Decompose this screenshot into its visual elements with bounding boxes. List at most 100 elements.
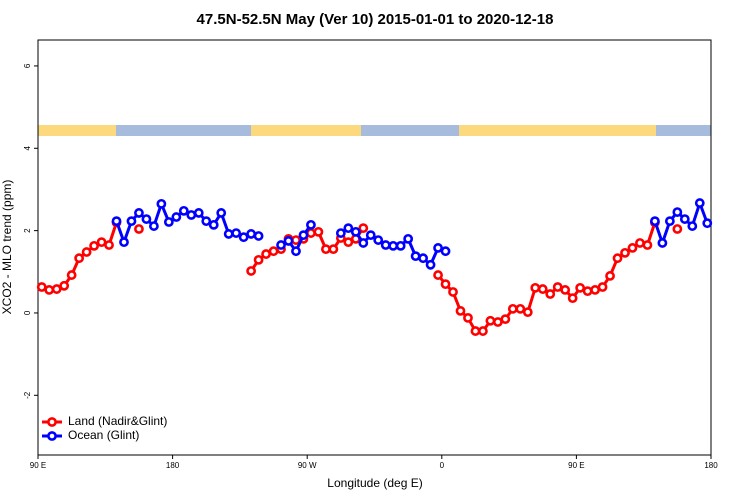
data-point xyxy=(111,216,122,227)
y-tick-label: -2 xyxy=(23,391,32,399)
x-tick-label: 90 E xyxy=(568,461,584,470)
data-point xyxy=(283,236,294,246)
data-point xyxy=(522,307,533,318)
y-tick-label: 6 xyxy=(23,63,32,68)
data-point xyxy=(463,313,473,323)
data-point xyxy=(694,198,705,208)
data-point xyxy=(201,216,212,227)
data-point xyxy=(306,219,316,230)
data-point xyxy=(291,246,301,257)
data-point xyxy=(492,317,503,327)
surface-mask-band xyxy=(38,125,711,136)
data-point xyxy=(575,282,586,293)
data-point xyxy=(440,246,451,257)
chart-title: 47.5N-52.5N May (Ver 10) 2015-01-01 to 2… xyxy=(197,11,554,28)
data-point xyxy=(119,237,129,248)
data-point xyxy=(238,232,249,243)
data-point xyxy=(89,240,99,251)
x-tick-label: 90 W xyxy=(298,461,317,470)
data-point xyxy=(104,240,114,250)
data-point xyxy=(635,238,645,248)
data-point xyxy=(440,279,451,290)
data-point xyxy=(702,218,713,229)
data-point xyxy=(171,212,182,222)
data-point xyxy=(276,240,286,250)
legend-label: Ocean (Glint) xyxy=(68,428,139,442)
data-point xyxy=(373,235,384,245)
data-point xyxy=(605,271,615,281)
x-tick-label: 0 xyxy=(440,461,445,470)
data-point xyxy=(582,286,593,297)
data-point xyxy=(507,303,518,314)
data-point xyxy=(433,270,443,280)
x-tick-label: 90 E xyxy=(30,461,46,470)
data-point xyxy=(425,259,436,270)
data-point xyxy=(51,284,62,294)
data-point xyxy=(687,221,698,231)
data-point xyxy=(627,243,638,253)
data-point xyxy=(156,198,167,209)
data-point xyxy=(478,326,488,336)
data-point xyxy=(81,247,92,257)
data-point xyxy=(433,243,443,253)
data-point xyxy=(320,244,331,255)
x-axis-label: Longitude (deg E) xyxy=(327,476,422,490)
data-point xyxy=(365,230,376,241)
data-point xyxy=(358,223,369,234)
data-point xyxy=(358,238,369,248)
data-point xyxy=(216,208,227,218)
data-point xyxy=(253,231,264,241)
data-point xyxy=(343,223,354,234)
data-point xyxy=(350,226,361,237)
data-point xyxy=(560,285,571,295)
data-point xyxy=(515,303,526,314)
y-tick-label: 2 xyxy=(23,228,32,233)
y-tick-label: 0 xyxy=(23,310,32,315)
data-point xyxy=(590,285,600,295)
data-point xyxy=(186,210,197,220)
data-point xyxy=(141,214,152,224)
data-point xyxy=(612,253,623,264)
data-point xyxy=(96,237,107,248)
data-point xyxy=(545,289,556,299)
data-point xyxy=(193,208,204,218)
data-point xyxy=(313,226,324,237)
y-axis-label: XCO2 - MLO trend (ppm) xyxy=(0,180,14,315)
data-point xyxy=(246,229,257,239)
data-point xyxy=(664,216,675,227)
legend-swatch-marker xyxy=(47,431,57,441)
data-point xyxy=(470,326,481,336)
data-point xyxy=(567,293,578,304)
data-point xyxy=(552,282,563,292)
data-point xyxy=(253,254,264,265)
data-point xyxy=(485,315,496,326)
data-point xyxy=(672,224,683,234)
data-point xyxy=(597,282,608,292)
data-point xyxy=(395,240,406,251)
data-point xyxy=(620,247,630,258)
data-point xyxy=(650,216,660,227)
data-point xyxy=(500,314,511,325)
data-point xyxy=(530,282,541,293)
data-point xyxy=(418,253,429,264)
data-point xyxy=(66,270,77,280)
data-point xyxy=(343,237,354,248)
data-point xyxy=(149,221,159,231)
data-point xyxy=(380,240,391,250)
data-point xyxy=(455,306,466,316)
data-point xyxy=(537,284,548,294)
data-point xyxy=(642,240,653,250)
data-point xyxy=(126,216,137,227)
data-point xyxy=(163,217,174,227)
legend-label: Land (Nadir&Glint) xyxy=(68,414,167,428)
data-point xyxy=(268,246,279,257)
data-point xyxy=(448,287,458,297)
data-point xyxy=(298,230,309,241)
data-point xyxy=(223,229,234,239)
data-point xyxy=(403,233,414,244)
data-point xyxy=(335,228,346,238)
x-tick-label: 180 xyxy=(166,461,180,470)
data-point xyxy=(59,280,70,291)
data-point xyxy=(44,285,55,295)
x-tick-label: 180 xyxy=(704,461,718,470)
